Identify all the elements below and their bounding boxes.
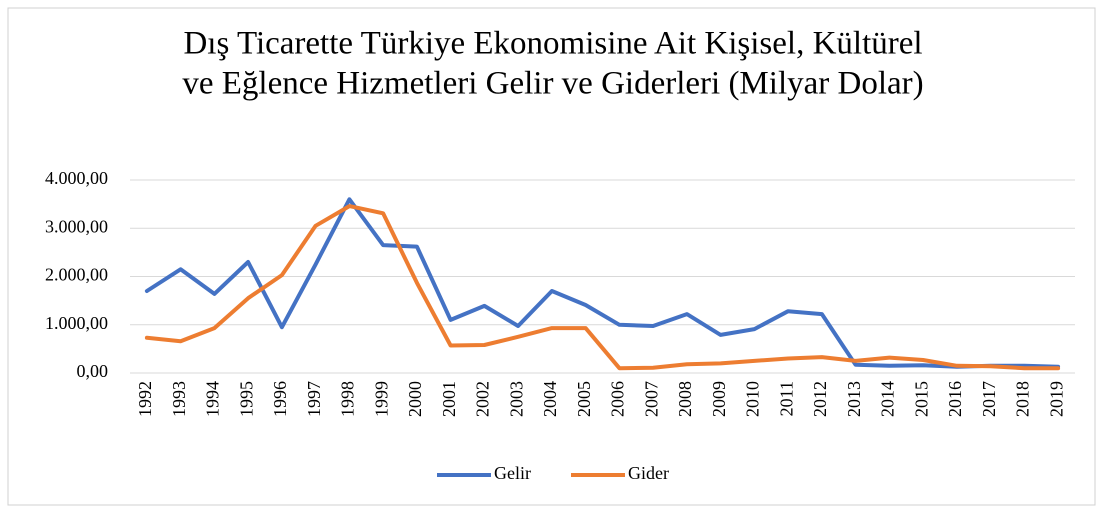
x-tick-label: 1992 (135, 381, 155, 417)
x-tick-label: 2007 (641, 381, 661, 417)
x-tick-label: 1993 (169, 381, 189, 417)
y-tick-label: 1.000,00 (45, 313, 108, 333)
x-tick-label: 2004 (540, 381, 560, 417)
x-tick-label: 1998 (338, 381, 358, 417)
x-tick-label: 2005 (574, 381, 594, 417)
chart-title: Dış Ticarette Türkiye Ekonomisine Ait Ki… (183, 26, 922, 62)
x-tick-label: 2009 (709, 381, 729, 417)
x-tick-label: 1997 (304, 381, 324, 417)
x-tick-label: 2006 (608, 381, 628, 417)
x-tick-label: 2014 (878, 381, 898, 417)
x-tick-label: 2012 (810, 381, 830, 417)
chart-title: ve Eğlence Hizmetleri Gelir ve Giderleri… (182, 66, 923, 102)
x-tick-label: 1994 (203, 381, 223, 417)
x-tick-label: 2010 (743, 381, 763, 417)
x-tick-label: 2008 (675, 381, 695, 417)
x-tick-label: 1999 (371, 381, 391, 417)
x-tick-label: 2013 (844, 381, 864, 417)
x-tick-label: 2001 (439, 381, 459, 417)
y-tick-label: 2.000,00 (45, 265, 108, 285)
x-tick-label: 2016 (945, 381, 965, 417)
y-tick-label: 3.000,00 (45, 216, 108, 236)
x-tick-label: 1995 (236, 381, 256, 417)
x-tick-label: 2000 (405, 381, 425, 417)
series-line (144, 197, 1061, 369)
series-line (144, 204, 1061, 371)
x-tick-label: 2011 (776, 381, 796, 416)
x-tick-label: 2018 (1013, 381, 1033, 417)
x-tick-label: 2015 (911, 381, 931, 417)
x-tick-label: 2019 (1046, 381, 1066, 417)
y-tick-label: 4.000,00 (45, 168, 108, 188)
legend-label: Gider (628, 463, 669, 483)
chart-frame (7, 7, 1096, 506)
y-tick-label: 0,00 (77, 361, 109, 381)
legend-label: Gelir (494, 463, 531, 483)
x-tick-label: 1996 (270, 381, 290, 417)
x-tick-label: 2017 (979, 381, 999, 417)
x-tick-label: 2003 (506, 381, 526, 417)
x-tick-label: 2002 (473, 381, 493, 417)
